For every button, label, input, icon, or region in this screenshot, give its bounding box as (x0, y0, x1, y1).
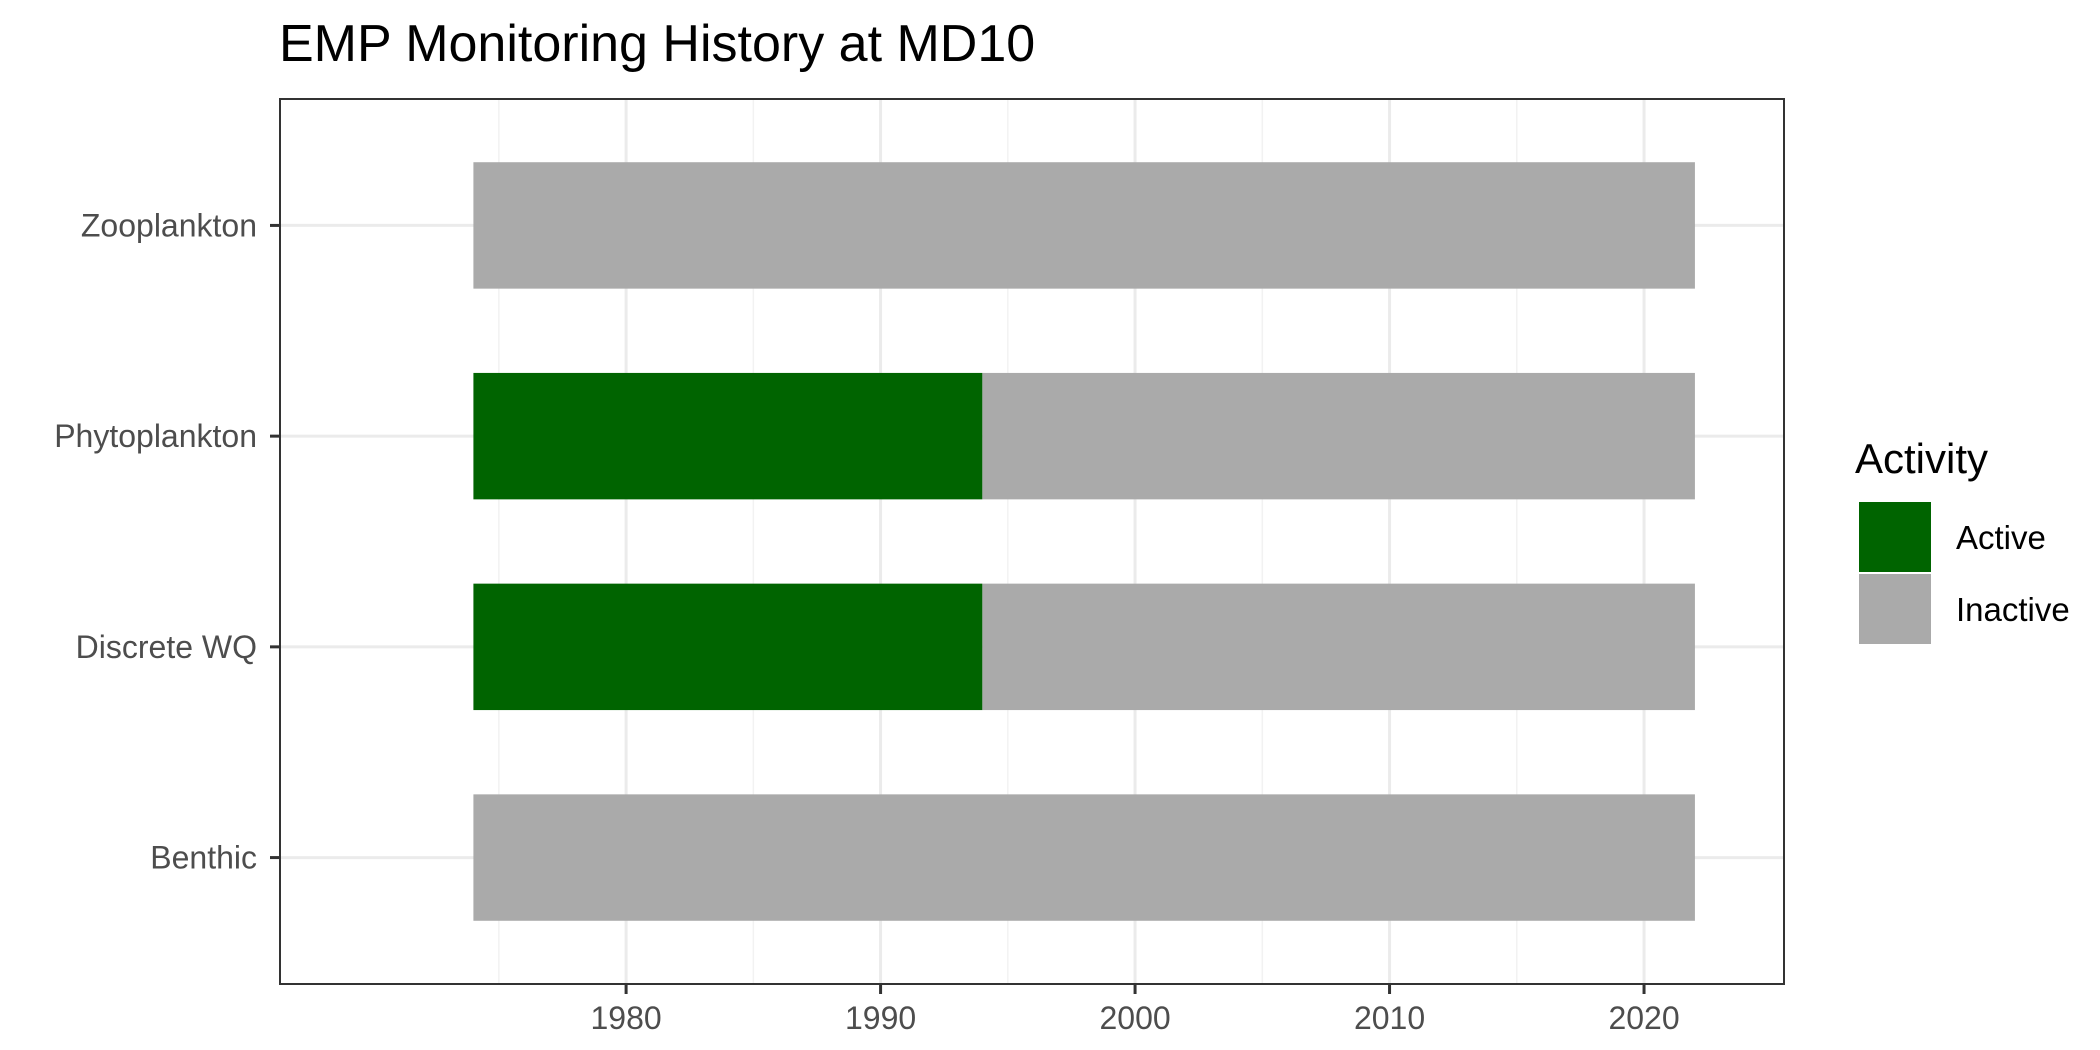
x-tick-label: 2000 (1099, 1000, 1170, 1036)
bar-segment-benthic-inactive (473, 794, 1695, 921)
y-tick-label: Zooplankton (81, 207, 257, 243)
bars (473, 162, 1695, 921)
y-axis: Benthic Discrete WQ Phytoplankton Zooplankt… (54, 207, 280, 876)
bar-segment-discrete-wq-inactive (982, 583, 1695, 711)
bar-segment-phytoplankton-inactive (982, 372, 1695, 500)
legend-key-inactive (1859, 574, 1931, 644)
legend-key-active (1859, 502, 1931, 572)
y-tick-label: Phytoplankton (54, 418, 257, 454)
bar-segment-discrete-wq-active (473, 583, 983, 711)
x-tick-label: 2020 (1608, 1000, 1679, 1036)
legend-title: Activity (1855, 435, 1988, 482)
bar-segment-zooplankton-inactive (473, 162, 1695, 289)
legend-entries: Active Inactive (1859, 502, 2070, 644)
plot-panel-border (279, 98, 1785, 985)
legend: Activity Active Inactive (1855, 435, 2070, 644)
legend-label-active: Active (1956, 519, 2046, 556)
y-tick-label: Discrete WQ (76, 629, 257, 665)
legend-label-inactive: Inactive (1956, 591, 2070, 628)
x-tick-label: 1980 (591, 1000, 662, 1036)
x-tick-label: 2010 (1354, 1000, 1425, 1036)
y-tick-label: Benthic (150, 840, 257, 876)
bar-segment-phytoplankton-active (473, 372, 983, 500)
x-axis: 1980 1990 2000 2010 2020 (591, 984, 1680, 1036)
x-tick-label: 1990 (845, 1000, 916, 1036)
chart-title: EMP Monitoring History at MD10 (279, 15, 1035, 73)
